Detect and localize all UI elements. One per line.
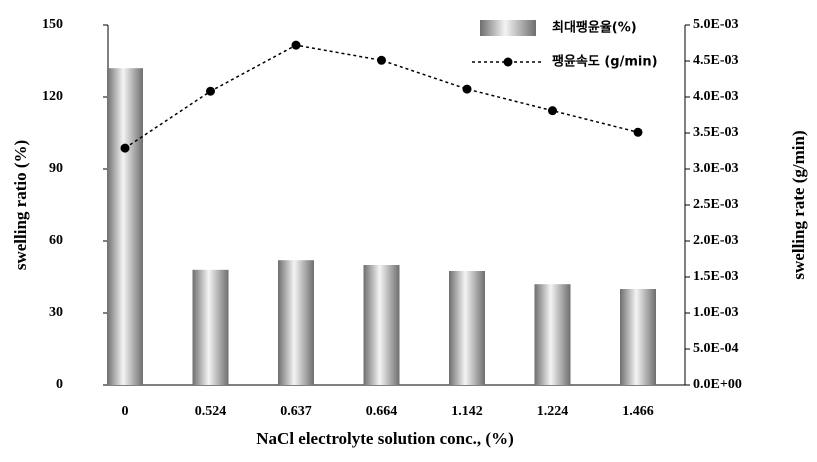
line-point [462, 84, 472, 94]
bar [107, 68, 143, 385]
bar [534, 284, 571, 385]
x-tick-label: 1.466 [622, 404, 654, 419]
legend-swatch [480, 20, 536, 36]
y-tick-label: 0 [56, 377, 63, 392]
y2-tick-label: 2.5E-03 [693, 197, 739, 212]
y-axis-title: swelling ratio (%) [11, 140, 30, 270]
x-tick-label: 1.224 [537, 404, 569, 419]
y2-tick-label: 3.5E-03 [693, 125, 739, 140]
line-point [206, 86, 215, 96]
x-tick-label: 0.637 [280, 404, 312, 419]
y-tick-label: 60 [49, 233, 63, 248]
line-point [377, 55, 386, 65]
bar [620, 289, 656, 385]
y2-tick-label: 0.0E+00 [693, 377, 742, 392]
legend-label: 최대팽윤율(%) [552, 20, 637, 36]
bar [363, 265, 400, 385]
y2-tick-label: 2.0E-03 [693, 233, 739, 248]
y-tick-label: 120 [42, 89, 63, 104]
y2-tick-label: 5.0E-04 [693, 341, 739, 356]
y2-axis-title: swelling rate (g/min) [789, 130, 808, 279]
bar [449, 271, 485, 385]
x-tick-label: 0.524 [195, 404, 227, 419]
y2-tick-label: 5.0E-03 [693, 17, 739, 32]
x-tick-label: 0.664 [366, 404, 398, 419]
line-point [548, 106, 557, 116]
legend-marker [503, 57, 513, 67]
y-tick-label: 90 [49, 161, 63, 176]
y-tick-label: 30 [49, 305, 63, 320]
line-point [120, 143, 130, 153]
y2-tick-label: 3.0E-03 [693, 161, 739, 176]
bar [278, 260, 314, 385]
x-tick-label: 1.142 [451, 404, 483, 419]
y2-tick-label: 4.5E-03 [693, 53, 739, 68]
y2-tick-label: 1.0E-03 [693, 305, 739, 320]
line-point [633, 127, 643, 137]
y-tick-label: 150 [42, 17, 63, 32]
y2-tick-label: 4.0E-03 [693, 89, 739, 104]
x-tick-label: 0 [122, 404, 129, 419]
x-axis-title: NaCl electrolyte solution conc., (%) [256, 429, 513, 448]
y2-tick-label: 1.5E-03 [693, 269, 739, 284]
bar [192, 269, 229, 385]
line-point [291, 40, 301, 50]
legend-label: 팽윤속도 (g/min) [552, 54, 658, 70]
